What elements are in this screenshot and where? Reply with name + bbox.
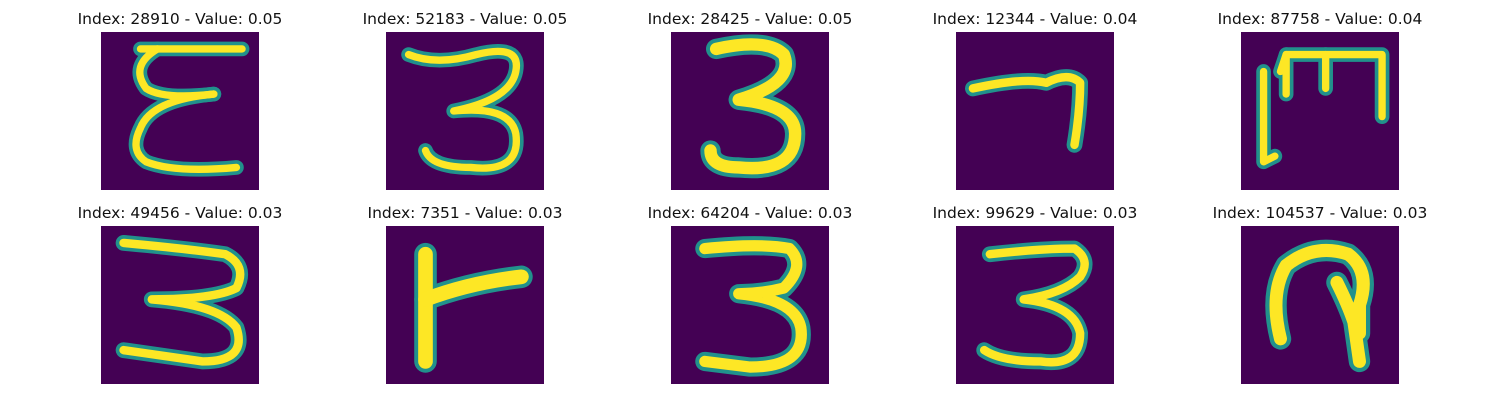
panel-9: Index: 99629 - Value: 0.03 [910, 194, 1160, 384]
glyph-m-like [1241, 32, 1399, 190]
glyph-three [956, 226, 1114, 384]
panel-title: Index: 99629 - Value: 0.03 [910, 204, 1160, 222]
glyph-three-bold [671, 32, 829, 190]
panel-2: Index: 52183 - Value: 0.05 [340, 0, 590, 190]
panel-title: Index: 12344 - Value: 0.04 [910, 10, 1160, 28]
digit-image [956, 32, 1114, 190]
panel-title: Index: 28910 - Value: 0.05 [55, 10, 305, 28]
panel-title: Index: 49456 - Value: 0.03 [55, 204, 305, 222]
panel-3: Index: 28425 - Value: 0.05 [625, 0, 875, 190]
panel-7: Index: 7351 - Value: 0.03 [340, 194, 590, 384]
panel-5: Index: 87758 - Value: 0.04 [1195, 0, 1445, 190]
glyph-three-wide [101, 226, 259, 384]
glyph-seven-like [956, 32, 1114, 190]
glyph-three-bold [671, 226, 829, 384]
panel-title: Index: 28425 - Value: 0.05 [625, 10, 875, 28]
glyph-t-like [386, 226, 544, 384]
panel-8: Index: 64204 - Value: 0.03 [625, 194, 875, 384]
digit-image [1241, 32, 1399, 190]
digit-image [386, 226, 544, 384]
digit-image [671, 32, 829, 190]
digit-image [956, 226, 1114, 384]
panel-title: Index: 104537 - Value: 0.03 [1195, 204, 1445, 222]
panel-1: Index: 28910 - Value: 0.05 [55, 0, 305, 190]
glyph-loop-like [1241, 226, 1399, 384]
digit-image [386, 32, 544, 190]
glyph-three [386, 32, 544, 190]
digit-image [101, 226, 259, 384]
panel-6: Index: 49456 - Value: 0.03 [55, 194, 305, 384]
panel-title: Index: 7351 - Value: 0.03 [340, 204, 590, 222]
panel-10: Index: 104537 - Value: 0.03 [1195, 194, 1445, 384]
digit-image [101, 32, 259, 190]
panel-4: Index: 12344 - Value: 0.04 [910, 0, 1160, 190]
digit-image [671, 226, 829, 384]
panel-title: Index: 52183 - Value: 0.05 [340, 10, 590, 28]
glyph-epsilon-like [101, 32, 259, 190]
panel-title: Index: 64204 - Value: 0.03 [625, 204, 875, 222]
panel-title: Index: 87758 - Value: 0.04 [1195, 10, 1445, 28]
digit-image [1241, 226, 1399, 384]
